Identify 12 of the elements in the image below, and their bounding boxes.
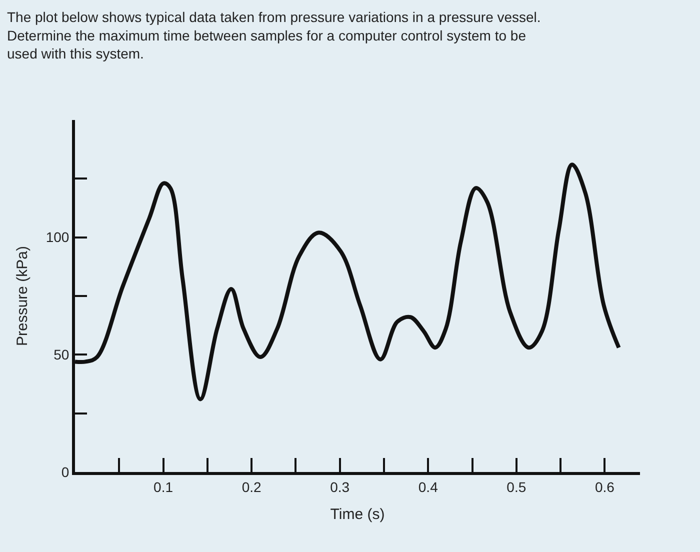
y-axis-title: Pressure (kPa): [14, 246, 32, 346]
x-tick-label: 0.4: [418, 478, 438, 495]
x-tick-label: 0.6: [594, 478, 615, 495]
x-tick-label: 0.3: [330, 478, 350, 495]
x-tick-label: 0.2: [242, 478, 262, 495]
chart-title: The plot below shows typical data taken from pressure variations in a pressure vessel. Determine the maximum time between samples for a computer control system to be used with this system.: [7, 9, 541, 62]
y-tick-label: 50: [54, 346, 70, 363]
x-tick-label: 0.1: [154, 478, 174, 495]
y-tick-label: 0: [61, 464, 70, 480]
x-axis-title: Time (s): [330, 506, 385, 523]
x-tick-label: 0.5: [506, 478, 526, 495]
y-tick-label: 100: [46, 229, 70, 246]
